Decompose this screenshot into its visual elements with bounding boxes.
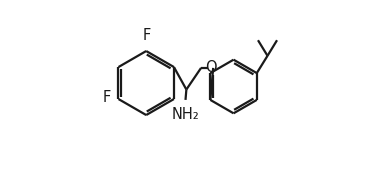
Text: F: F	[143, 28, 151, 43]
Text: F: F	[102, 90, 111, 105]
Text: O: O	[205, 60, 216, 75]
Text: NH₂: NH₂	[172, 107, 199, 122]
